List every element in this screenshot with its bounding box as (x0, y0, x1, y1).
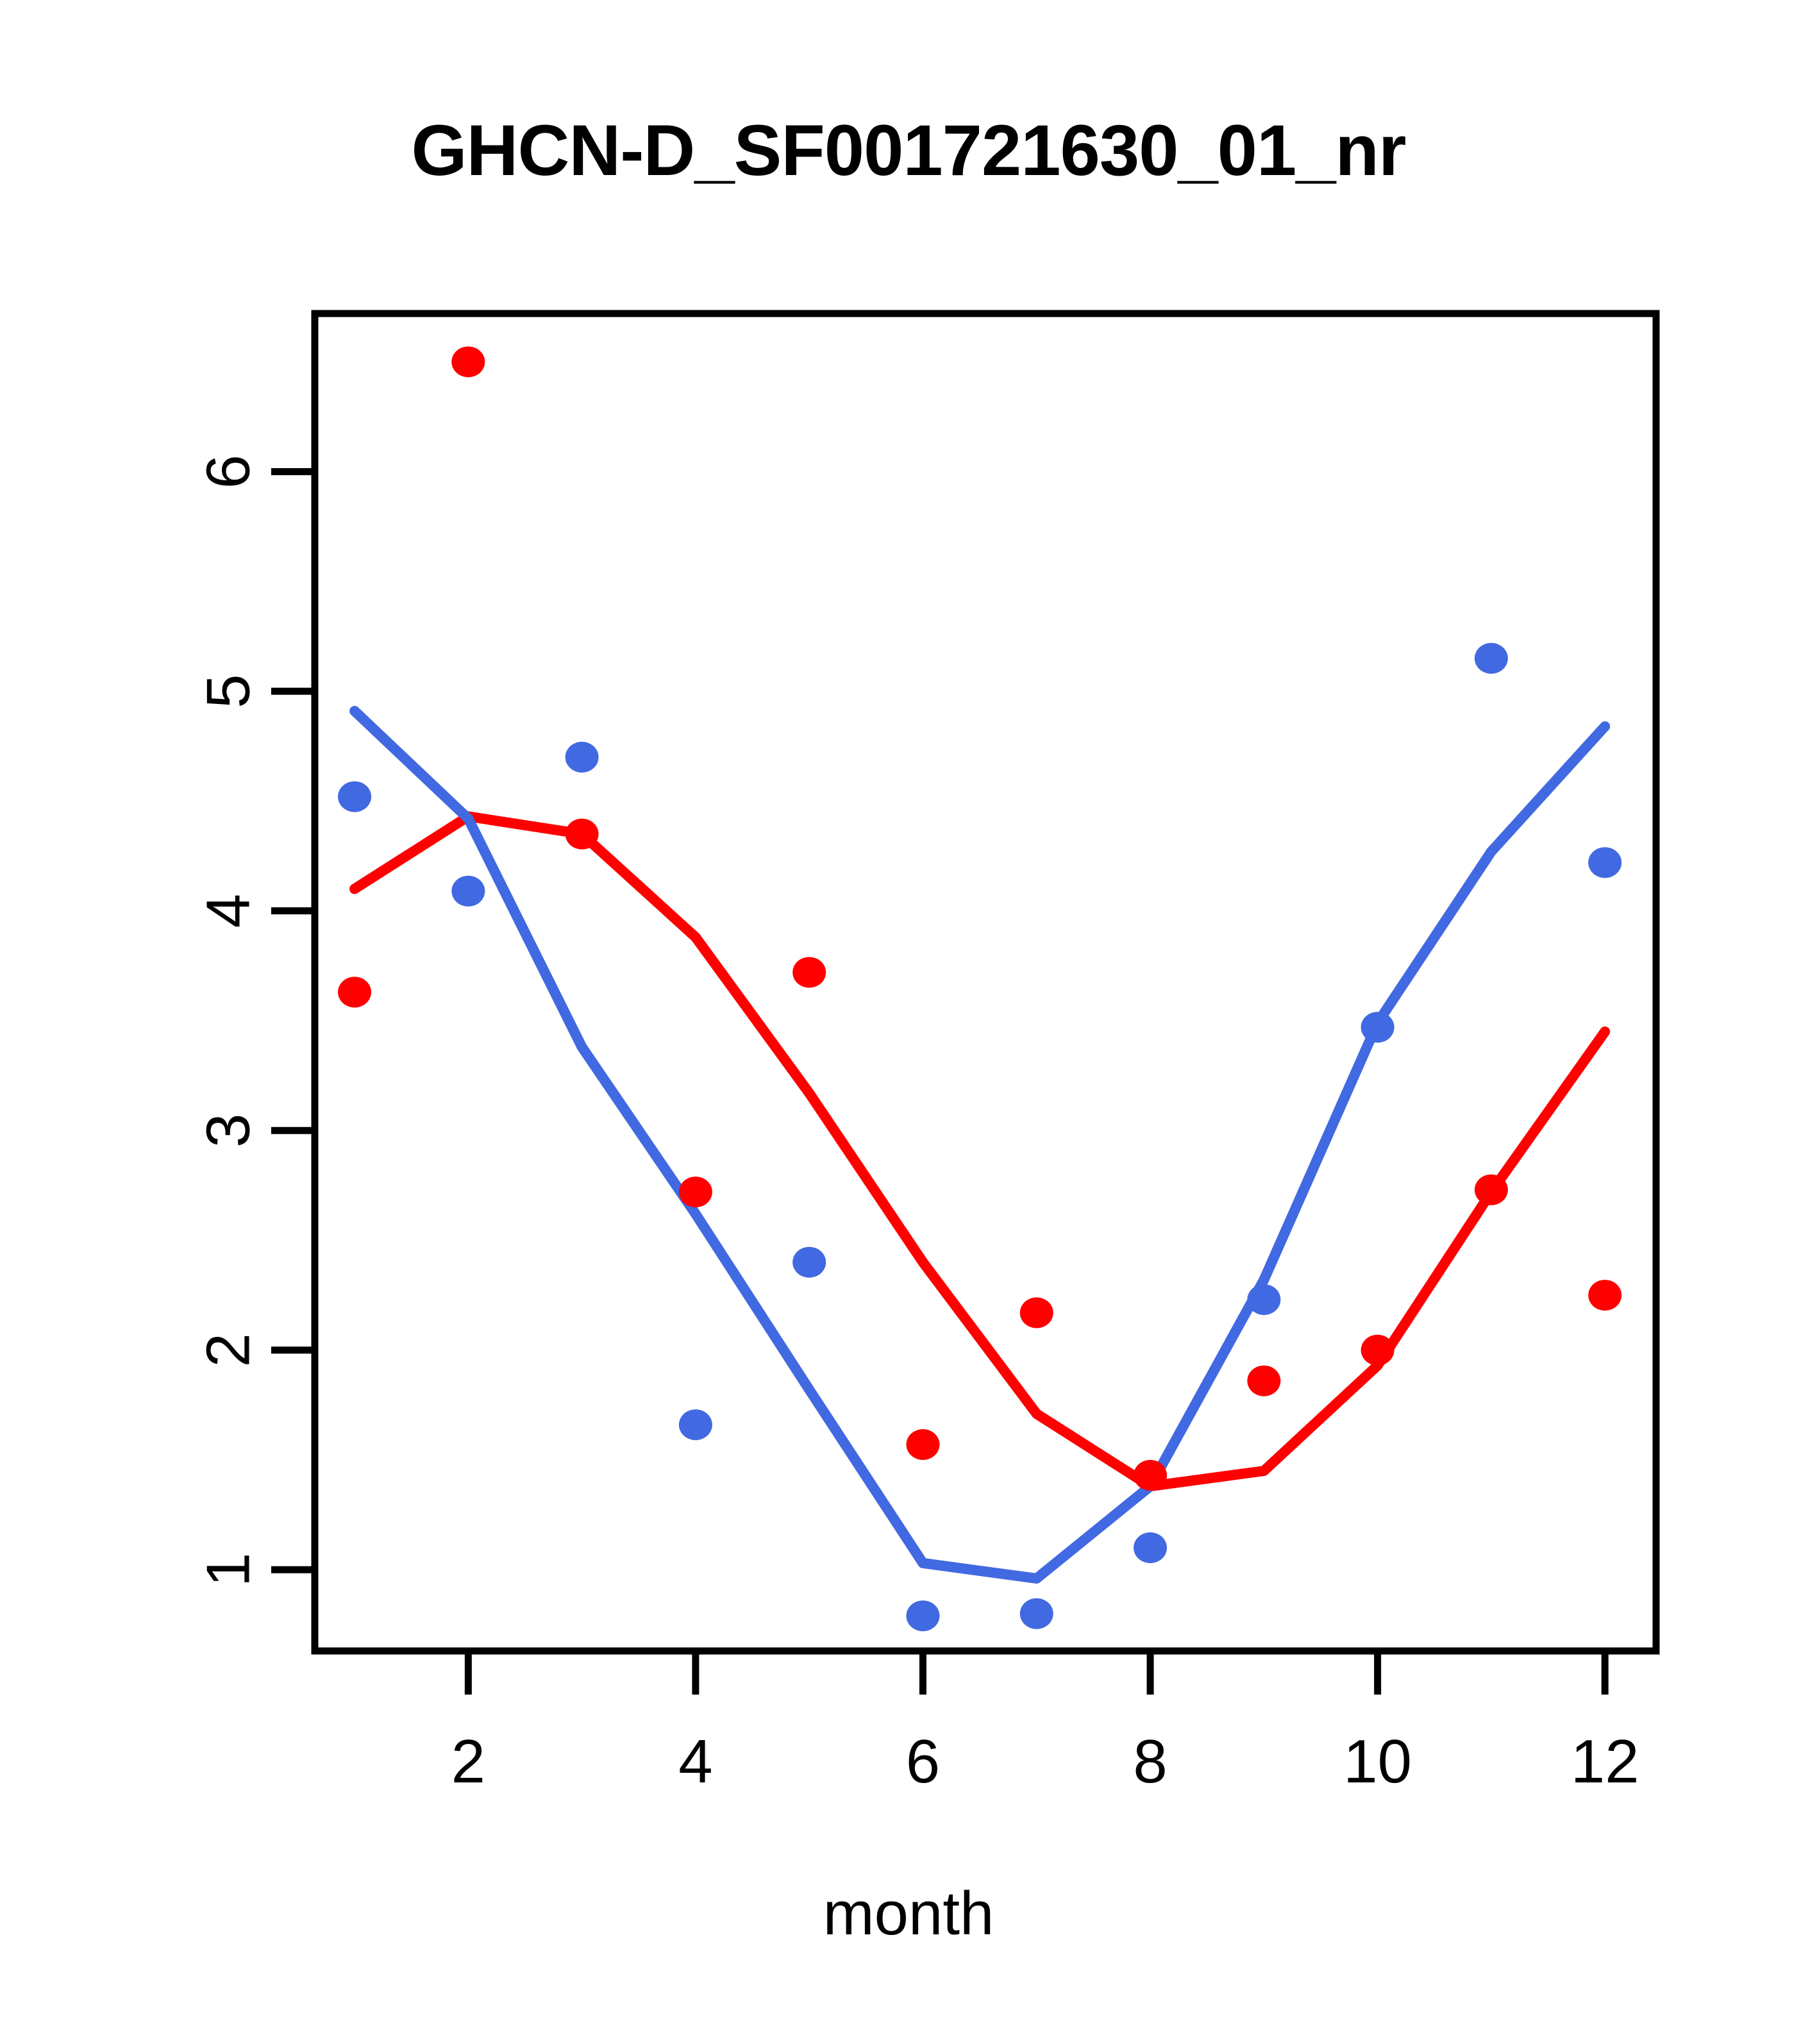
x-tick-label: 12 (1571, 1727, 1639, 1796)
data-point (338, 976, 372, 1008)
data-point (906, 1600, 940, 1632)
data-point (1134, 1459, 1168, 1491)
data-point (906, 1429, 940, 1461)
data-point (1361, 1334, 1394, 1366)
y-axis-tick-labels: 1 2 3 4 5 6 (194, 455, 263, 1587)
x-tick-label: 6 (906, 1727, 940, 1796)
data-point (1588, 1280, 1622, 1311)
data-point (1361, 1012, 1394, 1043)
data-point (1588, 847, 1622, 878)
data-point (1474, 642, 1508, 674)
x-axis-label: month (823, 1879, 994, 1948)
data-point (1247, 1365, 1281, 1396)
axes-box-frame (311, 310, 1660, 1655)
data-point (451, 346, 485, 378)
x-tick-label: 2 (451, 1727, 485, 1796)
series-line (349, 811, 1611, 1492)
data-point (792, 1246, 826, 1278)
data-point (1019, 1598, 1053, 1629)
y-tick-label: 4 (194, 894, 263, 928)
data-point (678, 1409, 712, 1441)
x-axis-ticks (464, 1651, 1609, 1695)
data-point (792, 957, 826, 988)
series-line (349, 705, 1611, 1584)
y-tick-label: 3 (194, 1114, 263, 1148)
data-point (678, 1177, 712, 1208)
data-point (1019, 1297, 1053, 1328)
data-point (338, 781, 372, 812)
x-tick-label: 10 (1343, 1727, 1412, 1796)
x-tick-label: 4 (678, 1727, 712, 1796)
data-point (1474, 1174, 1508, 1205)
x-tick-label: 8 (1133, 1727, 1167, 1796)
data-point (1134, 1532, 1168, 1564)
y-tick-label: 1 (194, 1553, 263, 1587)
x-axis-tick-labels: 2 4 6 8 10 12 (451, 1727, 1639, 1796)
series-points-group (338, 346, 1622, 1632)
data-point (1247, 1284, 1281, 1315)
data-point (565, 818, 599, 850)
y-axis-ticks (271, 468, 315, 1573)
y-tick-label: 2 (194, 1333, 263, 1367)
y-tick-label: 6 (194, 455, 263, 489)
y-tick-label: 5 (194, 674, 263, 708)
series-lines-group (349, 705, 1611, 1584)
data-point (451, 875, 485, 907)
data-point (565, 741, 599, 773)
chart-title: GHCN-D_SF001721630_01_nr (411, 110, 1406, 190)
